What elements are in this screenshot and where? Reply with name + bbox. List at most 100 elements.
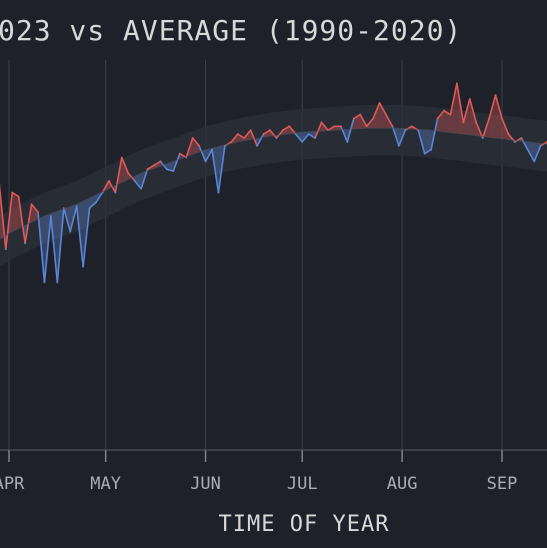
chart-title: 023 vs AVERAGE (1990-2020): [0, 14, 463, 47]
above-average-fill: [489, 95, 496, 138]
series-2023-segment: [456, 82, 465, 124]
series-2023-point: [520, 137, 523, 139]
series-2023-point: [43, 281, 46, 284]
series-2023-point: [165, 168, 168, 171]
series-2023-point: [378, 102, 381, 104]
series-2023-segment: [378, 102, 387, 116]
series-2023-point: [217, 191, 220, 194]
series-2023-point: [82, 265, 85, 268]
above-average-fill: [282, 126, 290, 135]
series-2023-segment: [11, 191, 20, 198]
series-2023-segment: [462, 98, 471, 124]
series-2023-point: [507, 133, 510, 136]
series-2023-point: [230, 141, 233, 143]
series-2023-segment: [436, 109, 445, 120]
series-2023-segment: [352, 113, 362, 120]
above-average-fill: [121, 157, 129, 183]
series-2023-point: [410, 125, 413, 128]
series-2023-point: [513, 141, 516, 143]
series-lines: [0, 82, 547, 284]
series-2023-segment: [385, 113, 394, 128]
series-2023-segment: [249, 129, 258, 147]
below-average-fill: [424, 129, 432, 154]
series-2023-point: [307, 133, 310, 136]
series-2023-point: [281, 129, 284, 132]
below-average-fill: [134, 173, 142, 189]
series-2023-point: [391, 125, 394, 128]
series-2023-point: [539, 144, 542, 147]
series-2023-segment: [185, 137, 194, 159]
series-2023-segment: [75, 205, 84, 268]
series-2023-point: [436, 117, 439, 120]
series-2023-segment: [198, 145, 207, 163]
series-2023-point: [204, 160, 207, 163]
series-2023-point: [211, 148, 213, 151]
series-2023-segment: [262, 129, 271, 135]
series-2023-point: [69, 230, 72, 233]
series-2023-segment: [30, 203, 39, 213]
x-tick-label: JUL: [287, 474, 318, 494]
series-2023-segment: [56, 207, 65, 284]
series-2023-segment: [166, 168, 175, 172]
series-2023-point: [88, 207, 91, 210]
series-2023-point: [443, 109, 445, 112]
series-2023-point: [4, 248, 7, 251]
series-2023-point: [423, 152, 426, 155]
series-2023-segment: [494, 94, 503, 120]
series-2023-point: [249, 129, 252, 132]
below-average-fill: [89, 194, 96, 209]
below-average-fill: [166, 161, 174, 172]
series-2023-point: [385, 113, 387, 116]
series-2023-segment: [365, 117, 374, 128]
series-2023-segment: [37, 211, 46, 284]
series-2023-point: [24, 242, 27, 245]
series-2023-point: [404, 129, 407, 132]
above-average-fill: [373, 102, 380, 129]
series-2023-segment: [320, 121, 329, 131]
x-axis-title: TIME OF YEAR: [218, 512, 390, 537]
series-2023-segment: [282, 125, 291, 131]
series-2023-segment: [236, 133, 246, 139]
series-2023-point: [198, 144, 201, 147]
x-tick-label: JUN: [190, 474, 221, 494]
series-2023-segment: [314, 121, 323, 139]
x-tick-label: AUG: [387, 474, 418, 494]
series-2023-segment: [443, 109, 452, 116]
series-2023-segment: [211, 148, 220, 194]
series-2023-point: [488, 117, 491, 120]
series-2023-point: [526, 148, 529, 151]
series-2023-segment: [449, 82, 458, 116]
series-2023-point: [133, 180, 136, 182]
series-2023-point: [359, 113, 362, 116]
series-2023-segment: [120, 156, 130, 174]
series-2023-segment: [526, 148, 536, 163]
series-2023-segment: [69, 205, 78, 233]
above-average-fill: [463, 99, 470, 135]
series-2023-segment: [88, 201, 97, 209]
series-2023-point: [397, 144, 400, 147]
x-tick-label: APR: [0, 474, 25, 494]
above-average-fill: [12, 192, 19, 232]
above-average-fill: [444, 110, 451, 133]
series-2023-point: [95, 201, 97, 204]
series-2023-segment: [275, 129, 284, 139]
series-2023-point: [494, 94, 497, 96]
average-range-band-shape: [0, 104, 547, 267]
series-2023-segment: [340, 125, 349, 143]
series-2023-segment: [501, 117, 510, 135]
series-2023-point: [269, 129, 271, 132]
series-2023-segment: [398, 129, 407, 147]
series-2023-segment: [514, 137, 523, 143]
series-2023-point: [314, 137, 317, 139]
series-2023-point: [172, 170, 175, 173]
series-2023-point: [49, 215, 52, 217]
series-2023-point: [533, 160, 536, 163]
x-axis-ticks: APR MAY JUN JUL AUG SEP: [0, 449, 547, 494]
x-tick-label: MAY: [90, 474, 121, 494]
series-2023-segment: [95, 191, 104, 204]
series-2023-segment: [230, 133, 239, 143]
series-2023-segment: [391, 125, 400, 147]
average-line: [0, 127, 547, 240]
